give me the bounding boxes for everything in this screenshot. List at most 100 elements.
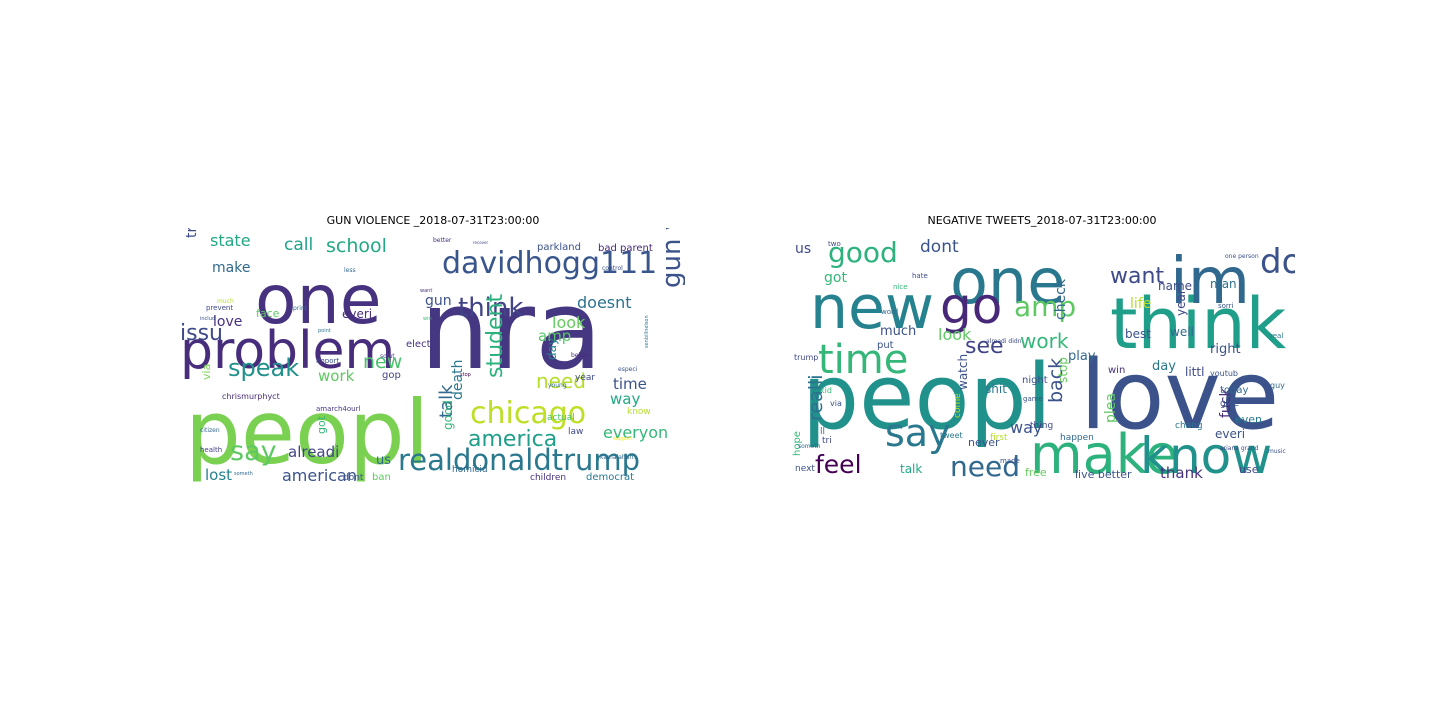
word-amp: amp [538,327,571,345]
word-look: look [938,325,972,344]
word-someth: someth [798,443,821,450]
word-youtub: youtub [1210,369,1238,378]
word-nra: nra [420,266,602,394]
word-gop: gop [382,370,401,381]
word-want: want [1110,264,1164,289]
word-made: made [1000,457,1020,465]
word-davidhogg111: davidhogg111 [442,246,657,281]
word-win: win [423,316,432,322]
word-realli: realli [805,374,827,421]
word-love: love [1080,341,1279,451]
word-trump: trump [794,353,818,362]
word-give: give [1220,399,1240,409]
word-via: via [200,364,213,380]
word-everyon: everyon [603,423,668,442]
word-import: import [316,357,339,365]
word-real: real [1270,332,1283,340]
word-man: man [1210,277,1237,291]
word-less: less [344,267,356,274]
word-amarch4ourl: amarch4ourl [316,405,360,413]
word-go: go [940,277,1002,335]
word-much: much [217,298,234,305]
word-support: support [613,436,632,442]
word-stop: stop [460,372,471,378]
word-never: never [968,436,1000,449]
wordcloud-title-gun-violence: GUN VIOLENCE _2018-07-31T23:00:00 [326,214,540,227]
word-dont: dont [920,237,959,257]
word-better: better [433,237,452,244]
word-need: need [950,450,1020,483]
word-happen: happen [1060,433,1094,443]
word-check: check [1053,278,1069,320]
word-got: got [824,270,847,286]
word-tweet: tweet [940,431,963,440]
word-state: state [210,231,251,250]
word-chang: chang [1175,421,1203,431]
word-children: children [530,473,566,483]
word-us: us [795,241,811,257]
word-put: put [877,340,894,351]
word-say: say [885,411,951,455]
word-see: see [965,334,1004,359]
word-control: control [602,265,623,272]
word-kamalaharri: kamalaharri [600,454,636,461]
word-well: well [1170,325,1194,339]
word-right: right [1210,342,1241,357]
word-face: face [256,307,280,320]
word-got: got [315,415,328,434]
word-thing: thing [1030,421,1053,431]
word-feel: feel [815,450,862,479]
word-solut: solut [380,353,395,360]
word-someth: someth [234,471,253,477]
word-talk: talk [900,462,922,476]
word-one-person: one person [1225,253,1259,260]
word-american: american [282,466,357,484]
word-believ: believ [571,352,590,359]
word-kid: kid [820,386,832,395]
word-year: year [1174,289,1188,316]
word-via: via [830,399,842,408]
word-say: say [230,436,277,467]
word-especi: especi [618,366,638,373]
word-young: young [548,382,567,389]
word-don: don [1260,242,1295,282]
wordcloud-gun-violence: nra peopl one problem davidhogg111 realdonald… [180,228,685,484]
word-chrismurphyct: chrismurphyct [222,392,280,401]
word-next: next [795,464,815,474]
word-ariana-grand: ariana grand [1220,445,1259,452]
word-us: us [376,453,391,468]
word-print: print [293,305,308,312]
word-hope: hope [792,431,803,456]
word-ll: ll [820,427,825,437]
word-sorri: sorri [1218,302,1234,310]
word-good: good [441,400,455,430]
word-problem: problem [180,321,395,381]
word-night: night [1022,375,1048,386]
word-gun: gun [425,293,452,309]
word-love: love [213,314,242,330]
word-know: know [627,407,651,417]
word-health: health [200,446,222,454]
word-think: think [458,293,523,323]
word-want: want [420,288,432,294]
word-amp: amp [1014,290,1076,323]
word-includ: includ [200,316,215,322]
word-ban: ban [372,472,391,483]
word-trump: trump [184,228,200,238]
word-look: look [552,313,586,332]
word-new: new [363,351,402,373]
word-littl: littl [1185,365,1204,379]
word-thank: thank [1160,464,1203,482]
word-one: one [255,261,382,340]
word-use: use [1239,463,1259,476]
word-im: im [1170,245,1250,319]
word-day: day [545,338,559,360]
word-bad-parent: bad parent [598,243,653,254]
word-peopl: peopl [185,381,429,484]
word-dont: dont [343,473,364,483]
word-actual: actual [547,413,575,423]
word-play: play [1068,349,1096,364]
word-fuck: fuck [1218,388,1234,418]
word-word: word [881,308,898,316]
